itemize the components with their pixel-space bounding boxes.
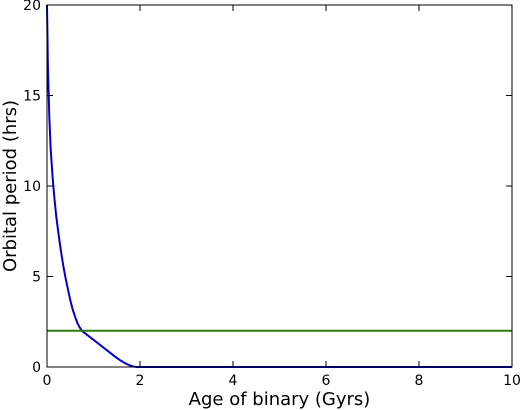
y-tick-label-10: 10 xyxy=(23,179,41,195)
y-tick-label-20: 20 xyxy=(23,0,41,14)
x-tick-label-10: 10 xyxy=(503,373,520,389)
y-axis-label: Orbital period (hrs) xyxy=(0,100,21,272)
y-tick-label-5: 5 xyxy=(32,270,41,286)
x-tick-label-2: 2 xyxy=(136,373,145,389)
x-axis-label: Age of binary (Gyrs) xyxy=(189,389,371,410)
series-line-0 xyxy=(46,4,512,368)
plot-frame xyxy=(46,4,513,368)
x-tick-label-0: 0 xyxy=(43,373,52,389)
series-layer xyxy=(46,4,512,368)
tick-layer: 0 2 4 6 8 10 0 5 10 15 20 xyxy=(23,0,520,389)
y-tick-label-0: 0 xyxy=(32,360,41,376)
x-tick-label-6: 6 xyxy=(322,373,331,389)
x-tick-label-8: 8 xyxy=(415,373,424,389)
y-tick-label-15: 15 xyxy=(23,89,41,105)
x-tick-label-4: 4 xyxy=(229,373,238,389)
